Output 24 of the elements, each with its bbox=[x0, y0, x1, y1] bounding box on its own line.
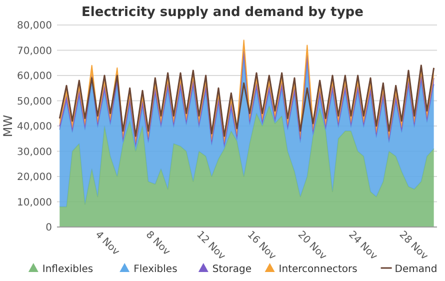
x-tick-label: 4 Nov bbox=[92, 229, 122, 258]
legend-label: Storage bbox=[212, 264, 252, 275]
line-series bbox=[58, 64, 435, 137]
x-tick-label: 24 Nov bbox=[346, 229, 380, 262]
y-tick-label: 70,000 bbox=[17, 46, 52, 57]
legend-label: Inflexibles bbox=[42, 264, 94, 275]
x-tick-label: 28 Nov bbox=[396, 229, 430, 262]
x-tick-label: 8 Nov bbox=[144, 229, 172, 258]
y-tick-label: 30,000 bbox=[17, 146, 52, 158]
chart-title: Electricity supply and demand by type bbox=[82, 5, 364, 20]
y-tick-label: 40,000 bbox=[17, 122, 52, 132]
y-tick-label: 20,000 bbox=[17, 172, 52, 183]
legend-label: Demand bbox=[394, 264, 438, 275]
y-tick-label: 0 bbox=[46, 222, 52, 234]
legend-label: Interconnectors bbox=[278, 264, 358, 275]
y-tick-label: 50,000 bbox=[17, 96, 52, 108]
y-axis-title: MW bbox=[1, 114, 15, 138]
y-tick-label: 10,000 bbox=[17, 197, 52, 208]
x-tick-label: 16 Nov bbox=[244, 229, 278, 262]
legend-label: Flexibles bbox=[134, 264, 178, 275]
x-tick-label: 20 Nov bbox=[296, 229, 328, 262]
x-tick-label: 12 Nov bbox=[194, 229, 228, 262]
y-tick-label: 80,000 bbox=[17, 20, 52, 32]
y-tick-label: 60,000 bbox=[17, 71, 52, 82]
